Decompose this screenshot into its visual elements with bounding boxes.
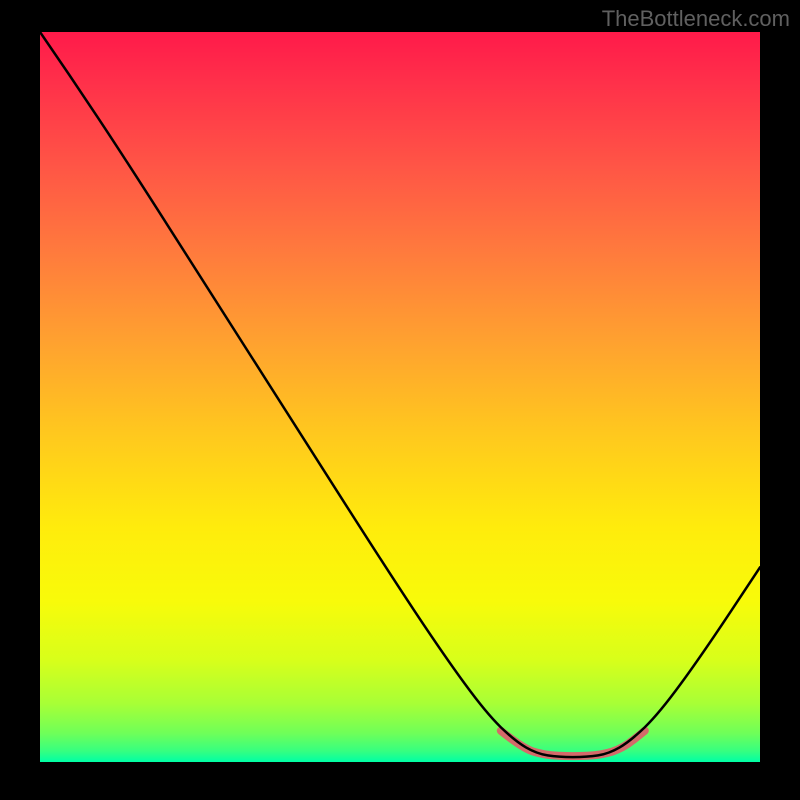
- root: TheBottleneck.com: [0, 0, 800, 800]
- marker-band: [501, 731, 645, 756]
- plot-area: [40, 32, 760, 762]
- chart-svg: [40, 32, 760, 762]
- watermark-text: TheBottleneck.com: [602, 6, 790, 32]
- curve-line: [40, 32, 760, 757]
